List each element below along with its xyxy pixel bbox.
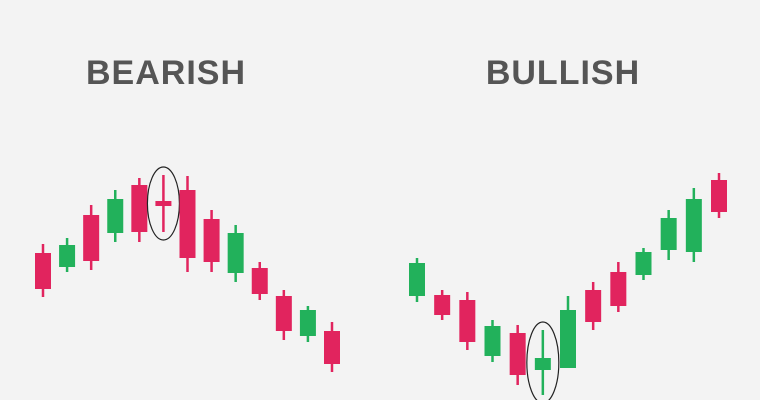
candle-body <box>685 199 702 252</box>
chart-title: BEARISH <box>86 54 246 92</box>
candle-body <box>585 290 602 322</box>
candle-body <box>227 233 244 273</box>
candle-body <box>203 219 220 262</box>
candle-body <box>155 201 172 206</box>
highlight-ring <box>526 321 560 400</box>
candle-body <box>509 333 526 375</box>
candle-body <box>299 310 316 336</box>
candle-body <box>711 180 727 212</box>
candle-body <box>324 331 340 364</box>
candle-body <box>179 190 196 258</box>
candle-body <box>610 272 627 306</box>
candle-body <box>560 310 576 368</box>
candle-body <box>534 358 551 370</box>
candle-body <box>409 263 425 296</box>
candle-body <box>35 253 51 289</box>
candle-body <box>660 218 677 250</box>
candle-body <box>251 268 268 294</box>
candle-body <box>484 326 501 356</box>
candle-body <box>107 199 124 233</box>
candle-body <box>635 252 652 275</box>
chart-title: BULLISH <box>486 54 640 92</box>
candle-body <box>459 300 476 342</box>
candle-body <box>83 215 100 261</box>
candle-body <box>131 185 148 232</box>
candle-body <box>434 295 451 315</box>
candle-body <box>59 245 76 267</box>
highlight-ring <box>146 166 181 241</box>
candle-body <box>275 296 292 331</box>
